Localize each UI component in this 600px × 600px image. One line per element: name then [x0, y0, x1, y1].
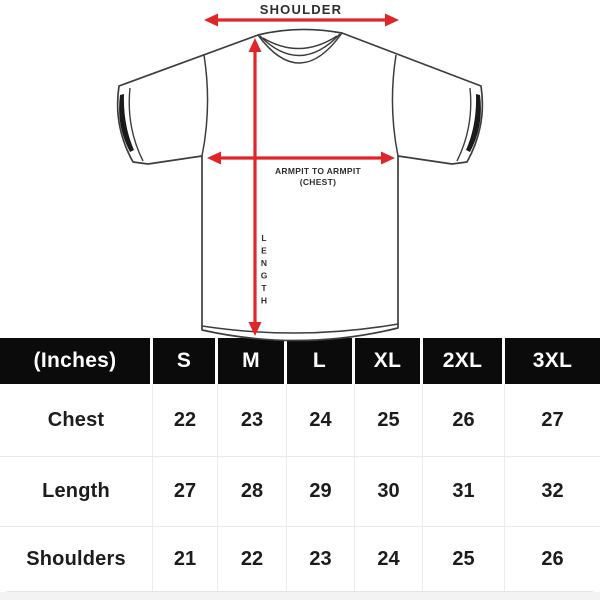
shoulders-value-xl: 24 [355, 527, 423, 591]
header-cell-size-l: L [287, 338, 355, 384]
header-cell-size-3xl: 3XL [505, 338, 600, 384]
header-cell-size-s: S [153, 338, 218, 384]
length-value-m: 28 [218, 457, 287, 526]
collar [257, 32, 343, 64]
shoulders-value-l: 23 [287, 527, 355, 591]
left-cuff-seam [128, 87, 144, 162]
table-row-chest: Chest 22 23 24 25 26 27 [0, 384, 600, 457]
chest-value-s: 22 [153, 384, 218, 456]
length-value-2xl: 31 [423, 457, 505, 526]
shoulders-value-2xl: 25 [423, 527, 505, 591]
row-label-length: Length [0, 457, 153, 526]
row-label-shoulders: Shoulders [0, 527, 153, 591]
left-cuff-accent [119, 94, 134, 152]
chest-value-3xl: 27 [505, 384, 600, 456]
header-cell-size-2xl: 2XL [423, 338, 505, 384]
header-cell-size-m: M [218, 338, 287, 384]
size-table: (Inches) S M L XL 2XL 3XL Chest 22 23 24… [0, 338, 600, 592]
hem-seam [201, 323, 399, 334]
right-cuff-accent [466, 94, 481, 152]
chest-arrow [207, 151, 395, 165]
shoulder-measure-label: SHOULDER [259, 2, 343, 17]
size-table-header-row: (Inches) S M L XL 2XL 3XL [0, 338, 600, 384]
chest-value-m: 23 [218, 384, 287, 456]
right-armhole-seam [391, 54, 399, 157]
header-cell-units: (Inches) [0, 338, 153, 384]
armpit-to-armpit-label: ARMPIT TO ARMPIT [274, 166, 362, 176]
length-value-3xl: 32 [505, 457, 600, 526]
right-cuff-seam [456, 87, 472, 162]
page-bottom-margin [0, 592, 600, 600]
shoulders-value-m: 22 [218, 527, 287, 591]
shoulders-value-3xl: 26 [505, 527, 600, 591]
row-label-chest: Chest [0, 384, 153, 456]
header-cell-size-xl: XL [355, 338, 423, 384]
chest-value-2xl: 26 [423, 384, 505, 456]
chest-value-xl: 25 [355, 384, 423, 456]
length-measure-label: LENGTH [259, 233, 269, 308]
length-value-s: 27 [153, 457, 218, 526]
length-value-l: 29 [287, 457, 355, 526]
chest-value-l: 24 [287, 384, 355, 456]
length-value-xl: 30 [355, 457, 423, 526]
shoulders-value-s: 21 [153, 527, 218, 591]
table-row-length: Length 27 28 29 30 31 32 [0, 457, 600, 527]
table-row-shoulders: Shoulders 21 22 23 24 25 26 [0, 527, 600, 592]
chest-label: (CHEST) [299, 177, 337, 187]
left-armhole-seam [201, 54, 209, 157]
